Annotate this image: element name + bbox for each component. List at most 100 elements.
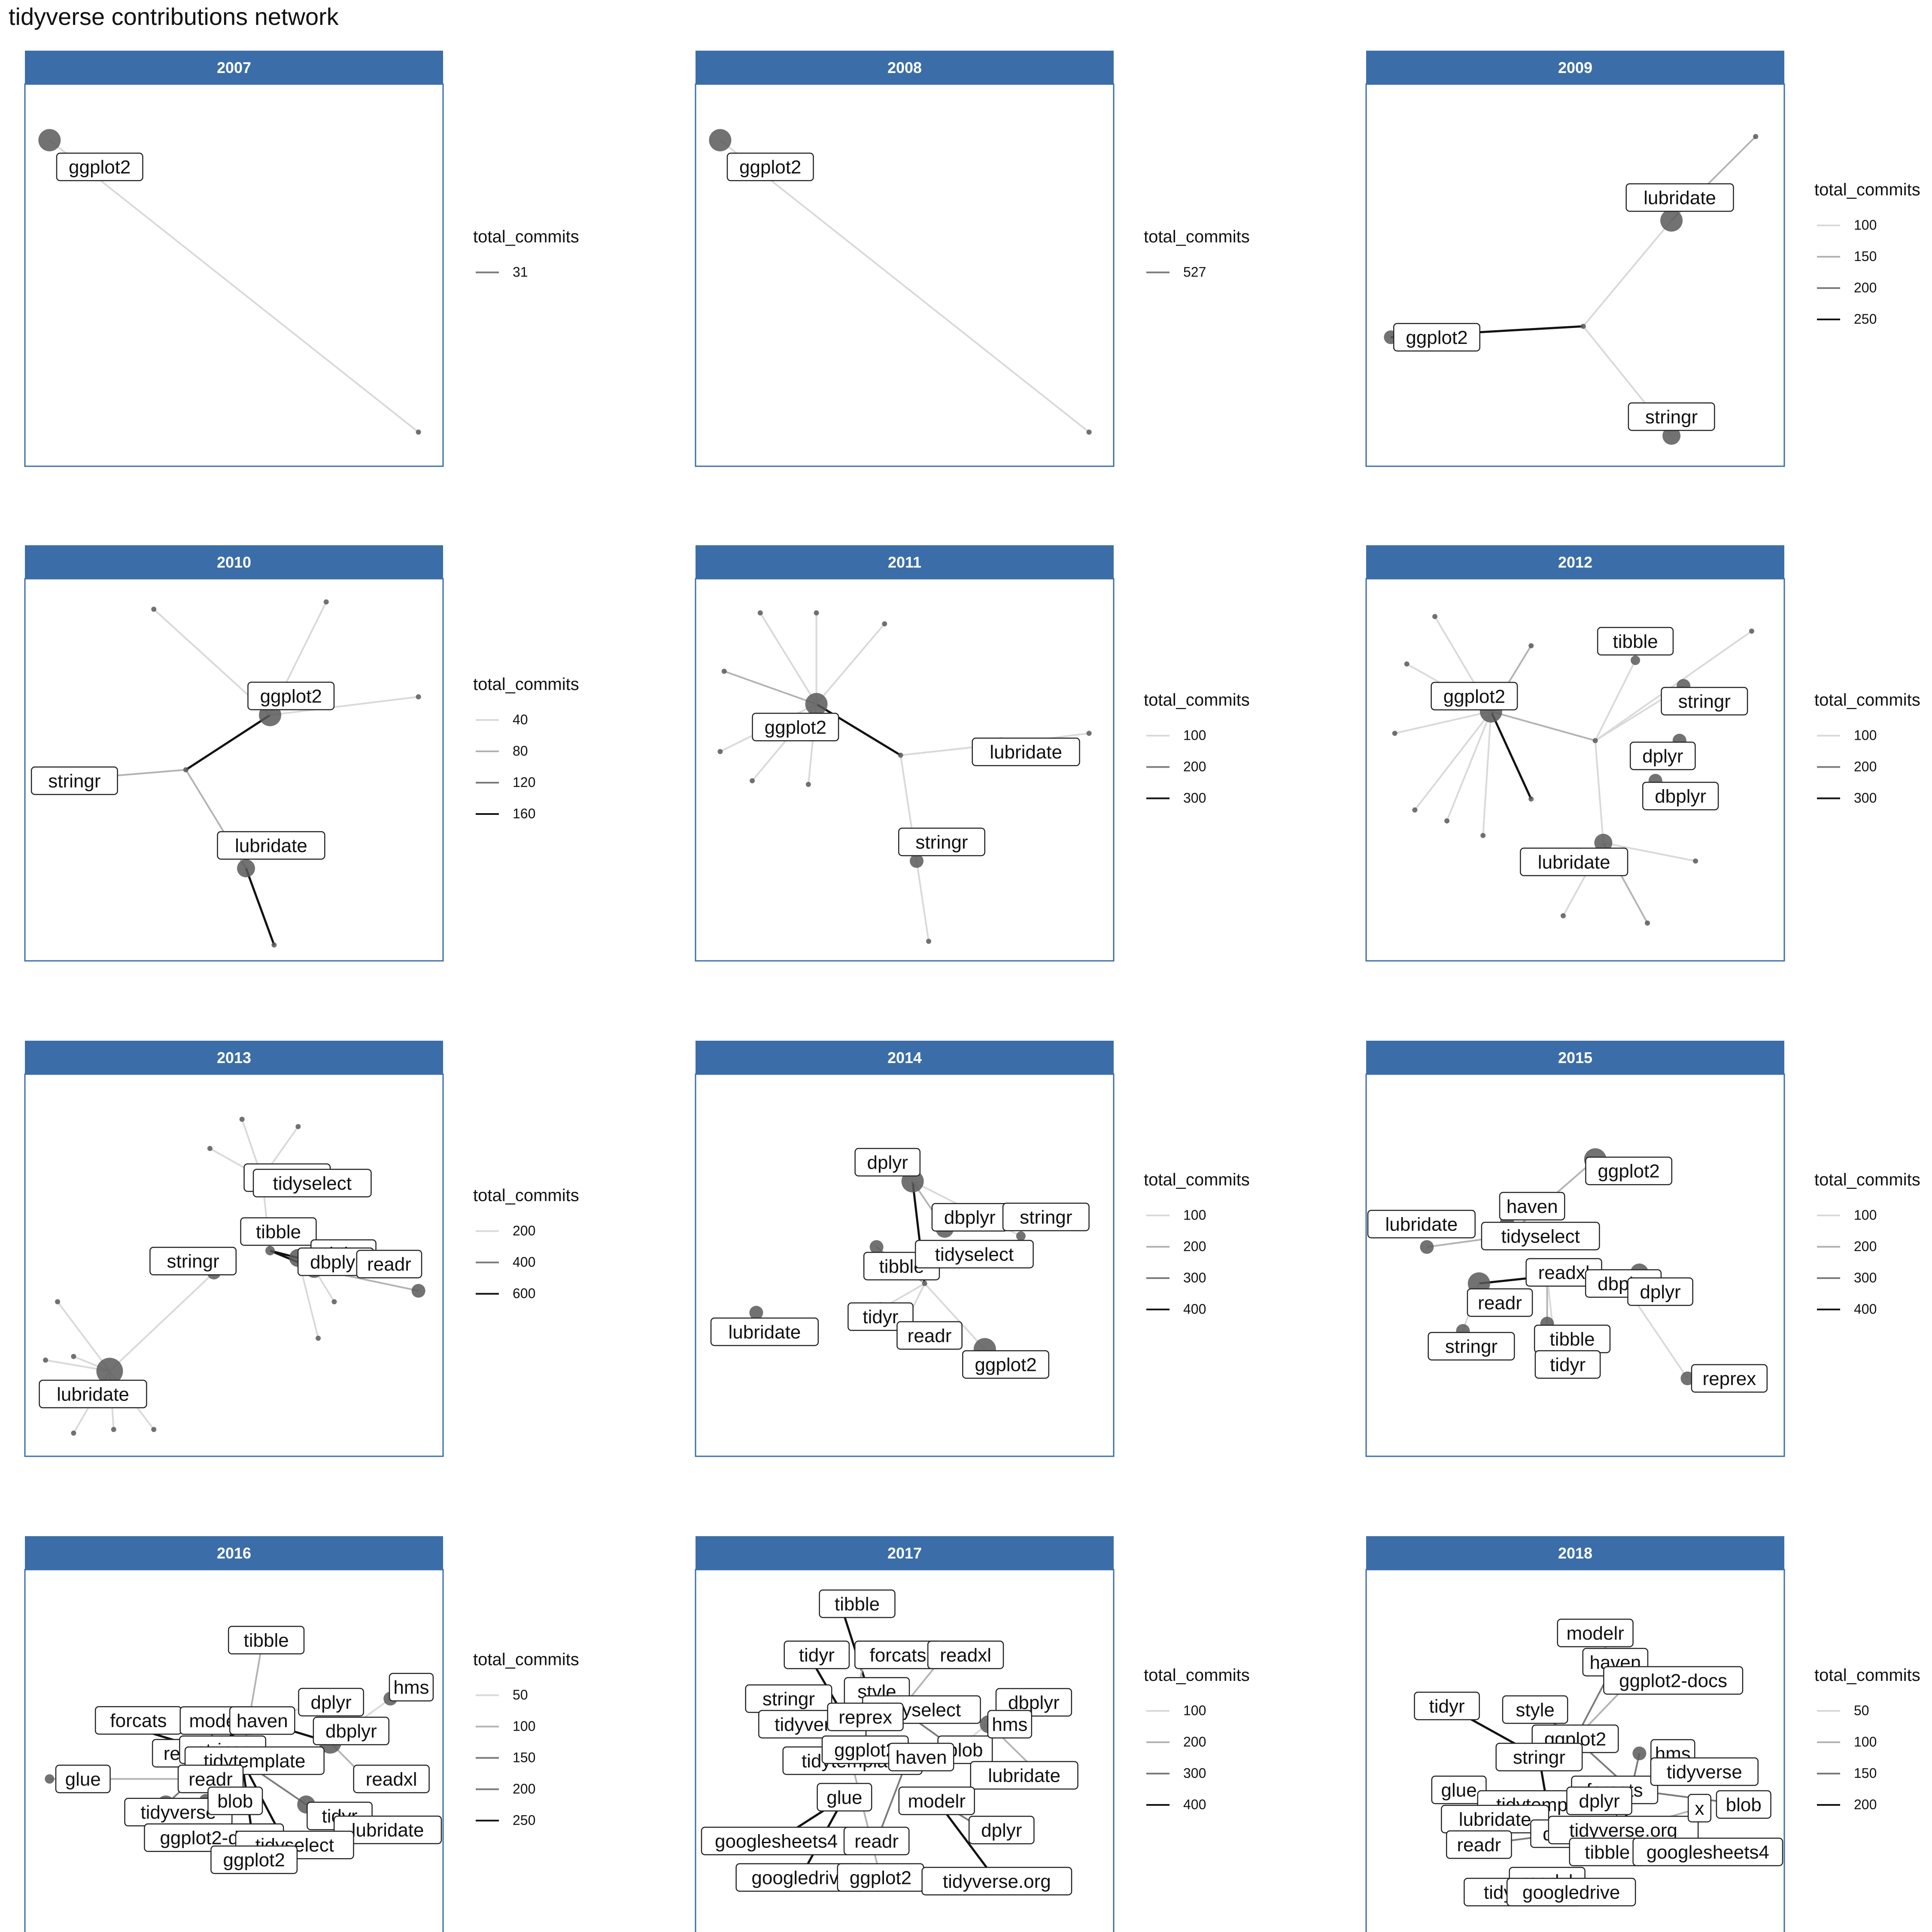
node-label-box	[1428, 1332, 1515, 1361]
node-labels: ggplot2	[56, 152, 143, 182]
node-label-box	[1534, 1350, 1601, 1379]
node-label: stringr	[1678, 691, 1731, 712]
facet-strip-label: 2013	[217, 1049, 251, 1066]
facet-panel-2011: 2011 ggplot2 lubridate stringr total_commits…	[695, 545, 1250, 962]
network-node	[1580, 324, 1586, 329]
node-label: readr	[854, 1831, 899, 1852]
network-edge	[720, 139, 1090, 433]
panel-border	[24, 83, 444, 467]
node-label: tibble	[244, 1630, 289, 1651]
network-node	[1480, 833, 1486, 838]
legend-label: 300	[1183, 790, 1206, 806]
node-label-box	[914, 1239, 1034, 1269]
node-label: stringr	[48, 771, 100, 792]
network-node	[1662, 427, 1681, 445]
node-label: tidyr	[799, 1645, 835, 1666]
legend-label: 40	[513, 712, 528, 727]
legend-label: 100	[1854, 217, 1877, 233]
legend-label: 250	[1854, 311, 1877, 327]
node-label-box	[353, 1765, 430, 1793]
legend-title: total_commits	[473, 1186, 579, 1205]
legend-label: 100	[1854, 728, 1877, 743]
node-label: readxl	[1538, 1262, 1590, 1283]
legend: total_commits 200 400 600	[473, 1186, 579, 1301]
network-node	[96, 1358, 123, 1385]
node-label: tidyselect	[1501, 1226, 1580, 1247]
node-label-box	[1502, 1695, 1568, 1724]
legend: total_commits 100 200 300 400	[1144, 1666, 1250, 1812]
node-label-box	[1603, 1666, 1744, 1695]
node-label-box	[898, 1786, 975, 1815]
network-node	[45, 1774, 55, 1784]
network-node	[71, 1431, 76, 1436]
node-label-box	[1557, 1619, 1634, 1647]
node-label: tidyselect	[273, 1173, 352, 1194]
node-label-box	[962, 1350, 1049, 1379]
network-node	[316, 1336, 321, 1341]
node-label: lubridate	[988, 1765, 1060, 1786]
legend: total_commits 100 200 300	[1144, 691, 1250, 806]
node-label-box	[898, 827, 985, 857]
facet-strip-label: 2011	[888, 553, 921, 571]
node-label-box	[1393, 323, 1480, 352]
facet-strip-label: 2014	[887, 1049, 922, 1066]
legend-label: 200	[1183, 759, 1206, 775]
legend-label: 80	[513, 743, 528, 759]
node-label: ggplot2	[975, 1355, 1036, 1376]
legend-label: 100	[1183, 1703, 1206, 1718]
network-node	[239, 1117, 245, 1122]
node-label: stringr	[915, 832, 968, 853]
node-labels: modelrhavenggplot2-docsstyletidyrggplot2…	[1414, 1619, 1783, 1907]
node-label: readxl	[940, 1645, 991, 1666]
network-node	[331, 1299, 337, 1304]
facet-strip	[696, 1041, 1114, 1074]
node-label: modelr	[908, 1791, 966, 1812]
node-label-box	[1632, 1838, 1783, 1866]
network-node	[1086, 731, 1092, 736]
network-edge	[724, 670, 817, 705]
network-node	[183, 767, 188, 772]
node-label: glue	[826, 1787, 862, 1808]
legend-label: 600	[513, 1286, 535, 1301]
network-node	[111, 1427, 116, 1432]
network-node	[1632, 1747, 1646, 1760]
node-label-box	[1597, 627, 1674, 656]
node-label: modelr	[1566, 1623, 1624, 1644]
node-label: dplyr	[1579, 1791, 1619, 1812]
facet-strip	[1366, 51, 1784, 84]
node-label: dbplyr	[325, 1721, 377, 1742]
node-label: tidyverse.org	[943, 1871, 1051, 1892]
legend-label: 400	[1183, 1797, 1206, 1812]
network-node	[1660, 209, 1683, 232]
network-node	[910, 854, 924, 868]
node-label-box	[39, 1379, 147, 1409]
node-label-box	[1495, 1743, 1583, 1771]
node-label: reprex	[1703, 1368, 1756, 1389]
legend-label: 100	[1183, 728, 1206, 743]
node-label-box	[1627, 1277, 1693, 1306]
network-edge	[1595, 630, 1753, 741]
node-label: googledrive	[1522, 1882, 1620, 1903]
node-label: ggplot2-docs	[1619, 1670, 1727, 1691]
node-label-box	[854, 1148, 921, 1177]
network-node	[1444, 818, 1450, 823]
legend-label: 300	[1854, 1270, 1877, 1285]
network-node	[416, 694, 421, 699]
network-node	[926, 939, 932, 944]
network-node	[1420, 1240, 1434, 1254]
node-label: dbplyr	[310, 1252, 361, 1273]
network-node	[1392, 731, 1397, 736]
network-node	[1086, 429, 1092, 435]
node-label: ggplot2	[1406, 327, 1467, 348]
legend-label: 160	[513, 806, 535, 821]
network-node	[265, 1246, 275, 1255]
node-label: tidyselect	[935, 1244, 1014, 1265]
network-node	[151, 1427, 157, 1432]
node-label-box	[843, 1826, 910, 1856]
node-label: tibble	[835, 1594, 880, 1615]
node-label: tidyverse	[1667, 1762, 1742, 1783]
edges	[49, 139, 419, 433]
legend-label: 50	[513, 1687, 528, 1703]
node-label-box	[240, 1217, 317, 1246]
node-label: ggplot2	[834, 1740, 896, 1761]
